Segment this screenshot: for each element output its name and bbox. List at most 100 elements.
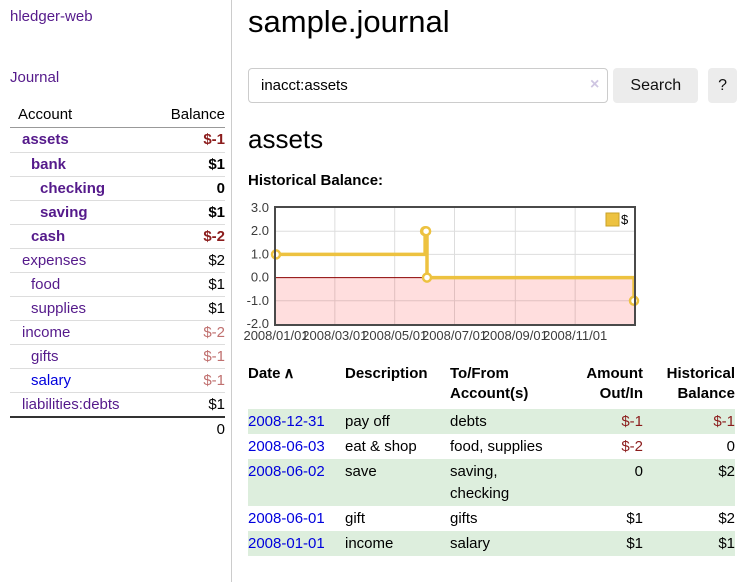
accounts-column-header: To/From Account(s) (450, 365, 529, 402)
x-axis-tick-label: 2008/07/01 (422, 328, 487, 343)
accounts-total-value: 0 (216, 421, 225, 438)
account-link-expenses[interactable]: expenses (22, 252, 87, 269)
app-title-link[interactable]: hledger-web (10, 8, 93, 25)
x-axis-tick-label: 2008/01/01 (243, 328, 308, 343)
account-row: income $-2 (10, 320, 225, 344)
account-link-salary[interactable]: salary (31, 372, 72, 389)
data-point-marker[interactable] (420, 225, 432, 237)
main-content: sample.journal × Search ? assets Histori… (243, 0, 737, 556)
register-accounts-cell: debts (450, 413, 487, 430)
chart-title: Historical Balance: (248, 172, 384, 189)
account-link-cash[interactable]: cash (31, 228, 66, 245)
x-axis-tick-label: 2008/11/01 (543, 328, 607, 343)
register-rows: 2008-12-31 pay off debts $-1 $-1 2008-06-03 ea… (248, 409, 735, 556)
register-description-cell: gift (345, 510, 366, 527)
account-balance: $1 (208, 156, 225, 173)
sort-ascending-icon: ∧ (283, 365, 295, 382)
register-date-cell: 2008-06-01 (248, 508, 345, 530)
account-link-income[interactable]: income (22, 324, 71, 341)
account-row: assets $-1 (10, 128, 225, 152)
register-table: Date ∧ Description To/From Account(s) Amo… (248, 364, 735, 556)
historical-balance-chart: 3.0 2.0 1.0 0.0 -1.0 -2.02008/01/012008/03/01… (243, 200, 640, 343)
account-row: saving $1 (10, 200, 225, 224)
y-axis-tick-label: 0.0 (251, 270, 269, 285)
sidebar: hledger-web Journal Account Balance asse… (0, 0, 232, 582)
legend-label: $ (621, 212, 629, 227)
account-balance: $-1 (203, 372, 225, 389)
date-column-label: Date (248, 365, 281, 382)
clear-search-icon[interactable]: × (590, 76, 600, 93)
search-box: × (248, 68, 609, 103)
legend-swatch (605, 212, 620, 227)
account-balance: 0 (216, 180, 225, 197)
sidebar-item-journal[interactable]: Journal (10, 69, 60, 86)
y-axis-tick-label: -2.0 (247, 316, 269, 331)
account-row: cash $-2 (10, 224, 225, 248)
account-link-liabilities-debts[interactable]: liabilities:debts (22, 396, 120, 413)
account-row: expenses $2 (10, 248, 225, 272)
account-balance: $2 (208, 252, 225, 269)
plot-border (274, 206, 636, 326)
account-balance: $-2 (203, 324, 225, 341)
transaction-date-link[interactable]: 2008-06-03 (248, 438, 325, 455)
register-row: 2008-06-02 save saving, checking 0 $2 (248, 459, 735, 506)
account-balance: $-2 (203, 228, 225, 245)
account-balance: $1 (208, 276, 225, 293)
register-accounts-cell: salary (450, 535, 491, 552)
account-link-gifts[interactable]: gifts (31, 348, 59, 365)
register-balance-cell: $2 (718, 510, 735, 527)
account-balance: $-1 (203, 348, 225, 365)
accounts-rows: assets $-1 bank $1 checking 0 saving $1 cash $-2 e… (10, 128, 225, 416)
account-link-supplies[interactable]: supplies (31, 300, 87, 317)
negative-region-shading (276, 277, 634, 324)
transaction-date-link[interactable]: 2008-01-01 (248, 535, 325, 552)
x-axis-tick-label: 2008/09/01 (483, 328, 548, 343)
data-point-marker[interactable] (421, 272, 433, 283)
account-link-bank[interactable]: bank (31, 156, 67, 173)
account-link-checking[interactable]: checking (40, 180, 106, 197)
register-date-cell: 2008-01-01 (248, 533, 345, 555)
register-row: 2008-06-01 gift gifts $1 $2 (248, 506, 735, 531)
y-axis-tick-label: -1.0 (247, 293, 269, 308)
account-link-food[interactable]: food (31, 276, 61, 293)
transaction-date-link[interactable]: 2008-12-31 (248, 413, 325, 430)
account-row: gifts $-1 (10, 344, 225, 368)
account-row: bank $1 (10, 152, 225, 176)
register-date-cell: 2008-06-03 (248, 436, 345, 458)
register-table-header: Date ∧ Description To/From Account(s) Amo… (248, 364, 735, 409)
sidebar-balance-column-header: Balance (170, 106, 225, 123)
sidebar-account-column-header: Account (18, 106, 73, 123)
search-input[interactable] (248, 68, 609, 103)
x-axis-tick-label: 2008/05/01 (362, 328, 427, 343)
account-row: supplies $1 (10, 296, 225, 320)
search-button[interactable]: Search (613, 68, 699, 103)
transaction-date-link[interactable]: 2008-06-01 (248, 510, 325, 527)
register-description-cell: eat & shop (345, 438, 417, 455)
register-description-cell: pay off (345, 413, 390, 430)
sort-by-date-link[interactable]: Date ∧ (248, 365, 295, 382)
register-row: 2008-01-01 income salary $1 $1 (248, 531, 735, 556)
account-link-saving[interactable]: saving (40, 204, 88, 221)
account-row: liabilities:debts $1 (10, 392, 225, 416)
account-link-assets[interactable]: assets (22, 131, 69, 148)
account-balance: $-1 (203, 131, 225, 148)
account-row: food $1 (10, 272, 225, 296)
amount-column-header: Amount Out/In (586, 365, 643, 402)
y-axis-tick-label: 1.0 (251, 246, 269, 261)
account-balance: $1 (208, 396, 225, 413)
account-section-title: assets (248, 124, 324, 154)
register-balance-cell: $-1 (713, 413, 735, 430)
historical-balance-column-header: Historical Balance (666, 365, 735, 402)
description-column-header: Description (345, 365, 428, 382)
register-amount-cell: $1 (626, 510, 643, 527)
transaction-date-link[interactable]: 2008-06-02 (248, 463, 325, 480)
register-amount-cell: 0 (634, 463, 643, 480)
date-column-header: Date ∧ (248, 364, 345, 404)
register-accounts-cell: gifts (450, 510, 478, 527)
help-button[interactable]: ? (708, 68, 737, 103)
register-description-cell: income (345, 535, 394, 552)
register-description-cell: save (345, 463, 377, 480)
register-date-cell: 2008-12-31 (248, 411, 345, 433)
register-row: 2008-12-31 pay off debts $-1 $-1 (248, 409, 735, 434)
register-row: 2008-06-03 eat & shop food, supplies $-2 0 (248, 434, 735, 459)
